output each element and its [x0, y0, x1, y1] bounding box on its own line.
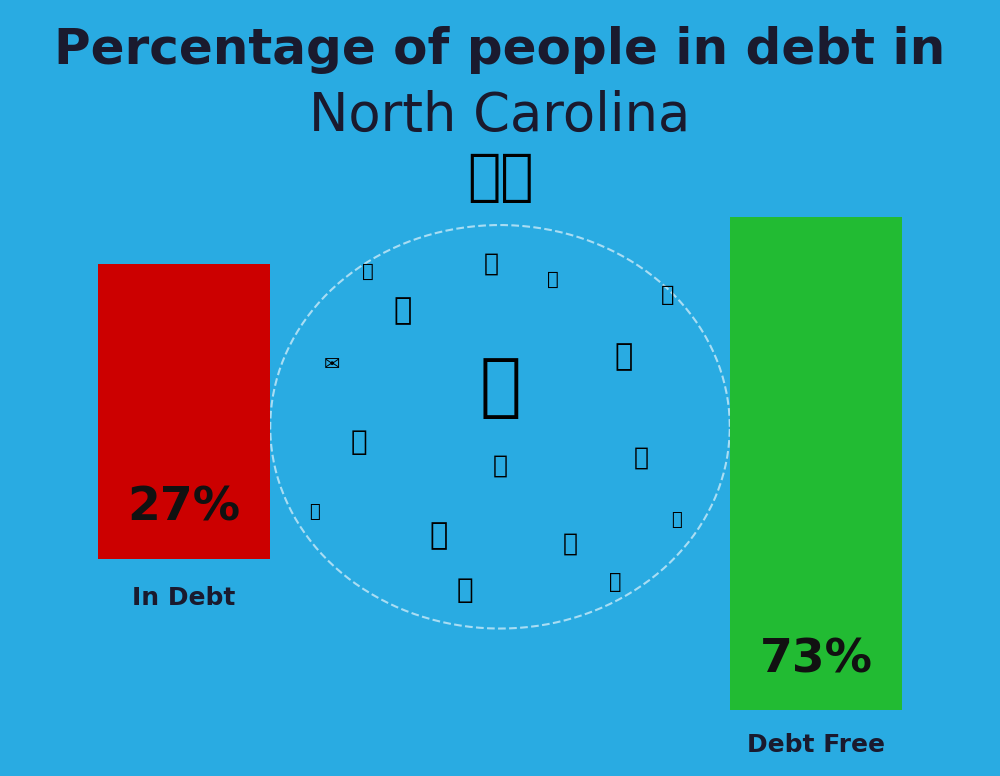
Text: 🪙: 🪙 — [362, 262, 373, 281]
Text: 🏦: 🏦 — [479, 355, 521, 421]
Text: ✉: ✉ — [324, 355, 340, 374]
Text: 💼: 💼 — [456, 576, 473, 604]
FancyBboxPatch shape — [98, 264, 270, 559]
Text: 🚗: 🚗 — [429, 521, 447, 550]
Text: In Debt: In Debt — [132, 586, 236, 609]
FancyBboxPatch shape — [730, 217, 902, 710]
Text: 💳: 💳 — [609, 572, 621, 592]
Text: 💰: 💰 — [492, 454, 508, 477]
Text: 🇺🇸: 🇺🇸 — [467, 151, 533, 206]
Text: 💰: 💰 — [350, 428, 367, 456]
Text: 💵: 💵 — [563, 532, 578, 555]
Text: 💵: 💵 — [547, 270, 559, 289]
Text: North Carolina: North Carolina — [309, 90, 691, 143]
Text: 🏠: 🏠 — [661, 285, 675, 305]
Text: 🔒: 🔒 — [309, 503, 320, 521]
Text: 73%: 73% — [759, 637, 872, 682]
Text: 🎓: 🎓 — [615, 342, 633, 372]
Text: 🏠: 🏠 — [394, 296, 412, 325]
Text: 🦅: 🦅 — [484, 252, 499, 275]
Text: Debt Free: Debt Free — [747, 733, 885, 757]
Text: 27%: 27% — [127, 486, 241, 531]
Text: 📱: 📱 — [634, 446, 649, 469]
Text: 🔒: 🔒 — [671, 511, 682, 529]
Circle shape — [275, 229, 725, 625]
Text: Percentage of people in debt in: Percentage of people in debt in — [54, 26, 946, 74]
